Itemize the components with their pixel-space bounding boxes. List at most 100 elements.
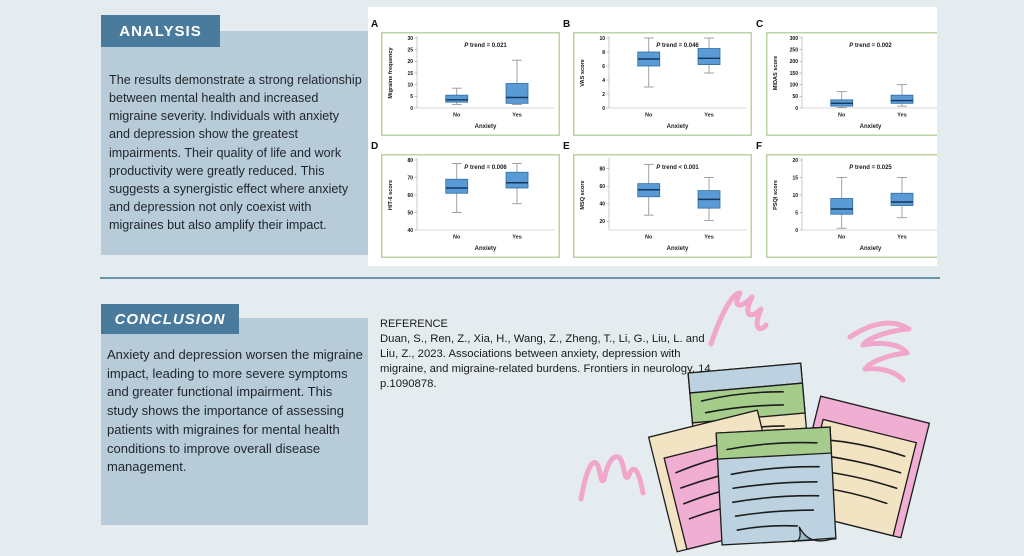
charts-panel: A 0 5 10 15 20 25 30 Migraine frequency P trend =… [368,7,937,266]
svg-text:Yes: Yes [512,235,521,241]
analysis-body-panel: The results demonstrate a strong relatio… [101,31,368,255]
boxplot-C: 0 50 100 150 200 250 300 MIDAS score P trend = 0… [766,32,937,136]
svg-text:10: 10 [792,193,798,199]
svg-text:Yes: Yes [512,113,521,119]
svg-text:Anxiety: Anxiety [667,246,689,252]
analysis-header: ANALYSIS [101,15,220,47]
plot-letter-A: A [371,19,379,30]
svg-text:0: 0 [795,106,798,112]
svg-text:60: 60 [407,193,413,199]
svg-text:200: 200 [790,59,799,65]
sticky-note-front [715,426,837,546]
section-divider [100,277,940,279]
svg-text:0: 0 [602,106,605,112]
svg-text:5: 5 [795,210,798,216]
svg-text:No: No [645,235,653,241]
svg-text:4: 4 [602,78,605,84]
svg-text:6: 6 [602,64,605,70]
svg-text:20: 20 [792,158,798,164]
svg-text:8: 8 [602,50,605,56]
conclusion-text: Anxiety and depression worsen the migrai… [107,347,363,475]
svg-text:20: 20 [407,59,413,65]
svg-text:2: 2 [602,92,605,98]
svg-text:MSQ score: MSQ score [580,180,586,209]
svg-text:0: 0 [410,106,413,112]
svg-text:Anxiety: Anxiety [475,246,497,252]
svg-text:20: 20 [599,219,605,225]
boxplot-F: 0 5 10 15 20 PSQI score P trend = 0.025 No Yes An… [766,154,937,258]
pink-squiggle-top-icon [708,290,769,347]
svg-text:0: 0 [795,228,798,234]
svg-text:No: No [838,113,846,119]
svg-text:10: 10 [407,82,413,88]
conclusion-header-label: CONCLUSION [114,310,226,328]
svg-text:40: 40 [407,228,413,234]
svg-text:50: 50 [407,210,413,216]
subplot-B: B 0 2 4 6 8 10 VAS score P trend = 0.046 No Yes Anx… [563,19,752,136]
svg-text:No: No [838,235,846,241]
svg-text:80: 80 [599,167,605,173]
sticky-notes-svg [578,290,931,553]
svg-text:300: 300 [790,36,799,42]
boxplot-E: 20 40 60 80 MSQ score P trend < 0.001 No Yes Anx… [573,154,752,258]
boxplot-A: 0 5 10 15 20 25 30 Migraine frequency P trend = … [381,32,560,136]
svg-text:25: 25 [407,47,413,53]
svg-text:P trend = 0.006: P trend = 0.006 [464,165,507,171]
svg-text:No: No [453,113,461,119]
svg-text:Anxiety: Anxiety [667,124,689,130]
svg-text:150: 150 [790,71,799,77]
analysis-text: The results demonstrate a strong relatio… [109,73,362,232]
svg-text:Yes: Yes [704,113,713,119]
svg-text:70: 70 [407,175,413,181]
svg-text:60: 60 [599,184,605,190]
svg-text:50: 50 [792,94,798,100]
svg-text:100: 100 [790,82,799,88]
svg-text:80: 80 [407,158,413,164]
svg-text:No: No [453,235,461,241]
plot-letter-E: E [563,141,570,152]
svg-text:40: 40 [599,202,605,208]
svg-text:Anxiety: Anxiety [860,246,882,252]
svg-text:No: No [645,113,653,119]
analysis-header-label: ANALYSIS [119,22,202,40]
svg-text:P trend = 0.046: P trend = 0.046 [656,43,699,49]
svg-text:15: 15 [407,71,413,77]
svg-text:5: 5 [410,94,413,100]
subplot-C: C 0 50 100 150 200 250 300 MIDAS score P trend = … [756,19,937,136]
svg-text:P trend = 0.025: P trend = 0.025 [849,165,892,171]
svg-text:Migraine frequency: Migraine frequency [388,46,394,98]
pink-squiggle-right-icon [847,320,912,383]
reference-citation: Duan, S., Ren, Z., Xia, H., Wang, Z., Zh… [380,333,714,391]
subplot-E: E 20 40 60 80 MSQ score P trend < 0.001 No Yes An… [563,141,752,258]
subplot-F: F 0 5 10 15 20 PSQI score P trend = 0.025 No Yes A… [756,141,937,258]
plot-letter-F: F [756,141,763,152]
svg-text:Anxiety: Anxiety [475,124,497,130]
reference-block: REFERENCE Duan, S., Ren, Z., Xia, H., Wa… [380,318,720,392]
svg-text:10: 10 [599,36,605,42]
svg-text:VAS score: VAS score [580,59,586,87]
svg-text:Yes: Yes [897,113,906,119]
svg-text:Yes: Yes [704,235,713,241]
subplot-A: A 0 5 10 15 20 25 30 Migraine frequency P trend =… [371,19,560,136]
plot-letter-D: D [371,141,379,152]
boxplot-B: 0 2 4 6 8 10 VAS score P trend = 0.046 No Yes Anxi… [573,32,752,136]
svg-text:30: 30 [407,36,413,42]
svg-text:HIT-6 score: HIT-6 score [388,180,394,210]
svg-text:P trend = 0.021: P trend = 0.021 [464,43,507,49]
svg-text:MIDAS score: MIDAS score [773,56,779,91]
conclusion-header: CONCLUSION [101,304,239,334]
svg-text:250: 250 [790,47,799,53]
reference-heading: REFERENCE [380,318,448,330]
subplot-D: D 40 50 60 70 80 HIT-6 score P trend = 0.006 No Y… [371,141,560,258]
boxplot-D: 40 50 60 70 80 HIT-6 score P trend = 0.006 No Ye… [381,154,560,258]
svg-text:P trend = 0.002: P trend = 0.002 [849,43,892,49]
conclusion-body-panel: Anxiety and depression worsen the migrai… [101,318,368,525]
pink-squiggle-left-icon [578,454,646,502]
svg-text:P trend < 0.001: P trend < 0.001 [656,165,699,171]
svg-text:Anxiety: Anxiety [860,124,882,130]
svg-text:PSQI score: PSQI score [773,180,779,210]
sticky-notes-illustration [565,280,1024,556]
svg-text:15: 15 [792,175,798,181]
plot-letter-C: C [756,19,764,30]
